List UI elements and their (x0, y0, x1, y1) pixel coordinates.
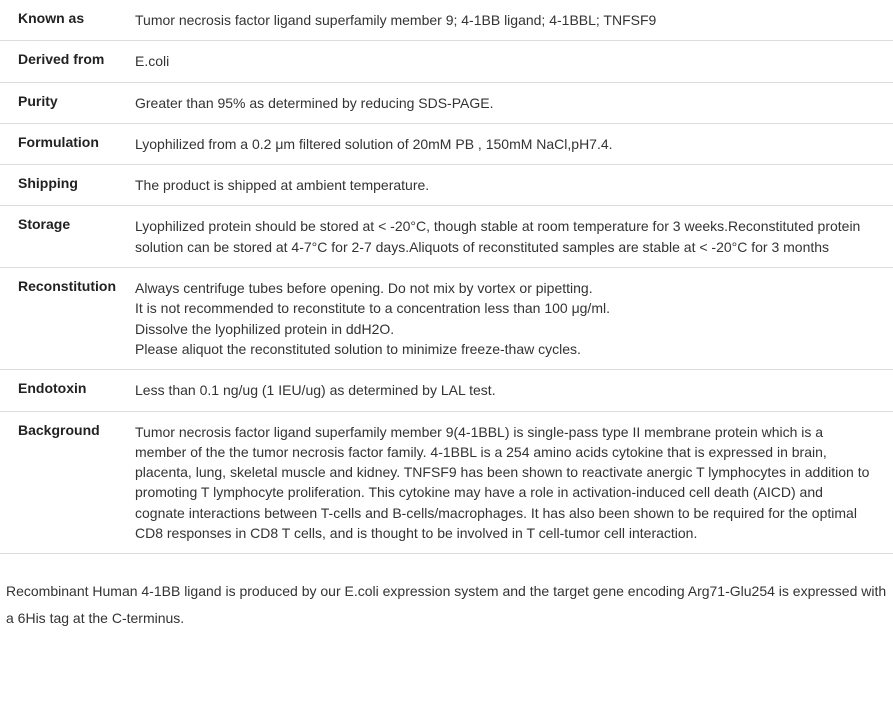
spec-table: Known as Tumor necrosis factor ligand su… (0, 0, 893, 554)
table-row: Known as Tumor necrosis factor ligand su… (0, 0, 893, 41)
table-row: Derived from E.coli (0, 41, 893, 82)
table-row: Endotoxin Less than 0.1 ng/ug (1 IEU/ug)… (0, 370, 893, 411)
row-value: Less than 0.1 ng/ug (1 IEU/ug) as determ… (135, 370, 893, 411)
table-row: Shipping The product is shipped at ambie… (0, 165, 893, 206)
table-row: Purity Greater than 95% as determined by… (0, 82, 893, 123)
spec-table-body: Known as Tumor necrosis factor ligand su… (0, 0, 893, 554)
table-row: Background Tumor necrosis factor ligand … (0, 411, 893, 554)
row-value: Tumor necrosis factor ligand superfamily… (135, 411, 893, 554)
row-value: Always centrifuge tubes before opening. … (135, 268, 893, 370)
row-value: Greater than 95% as determined by reduci… (135, 82, 893, 123)
footer-description: Recombinant Human 4-1BB ligand is produc… (0, 554, 893, 641)
row-label: Known as (0, 0, 135, 41)
row-label: Purity (0, 82, 135, 123)
row-value: E.coli (135, 41, 893, 82)
row-label: Endotoxin (0, 370, 135, 411)
row-value: Lyophilized protein should be stored at … (135, 206, 893, 268)
table-row: Storage Lyophilized protein should be st… (0, 206, 893, 268)
row-label: Shipping (0, 165, 135, 206)
row-value: Tumor necrosis factor ligand superfamily… (135, 0, 893, 41)
table-row: Formulation Lyophilized from a 0.2 μm fi… (0, 123, 893, 164)
row-value: The product is shipped at ambient temper… (135, 165, 893, 206)
row-label: Storage (0, 206, 135, 268)
row-label: Derived from (0, 41, 135, 82)
table-row: Reconstitution Always centrifuge tubes b… (0, 268, 893, 370)
row-label: Formulation (0, 123, 135, 164)
row-label: Background (0, 411, 135, 554)
row-value: Lyophilized from a 0.2 μm filtered solut… (135, 123, 893, 164)
row-label: Reconstitution (0, 268, 135, 370)
